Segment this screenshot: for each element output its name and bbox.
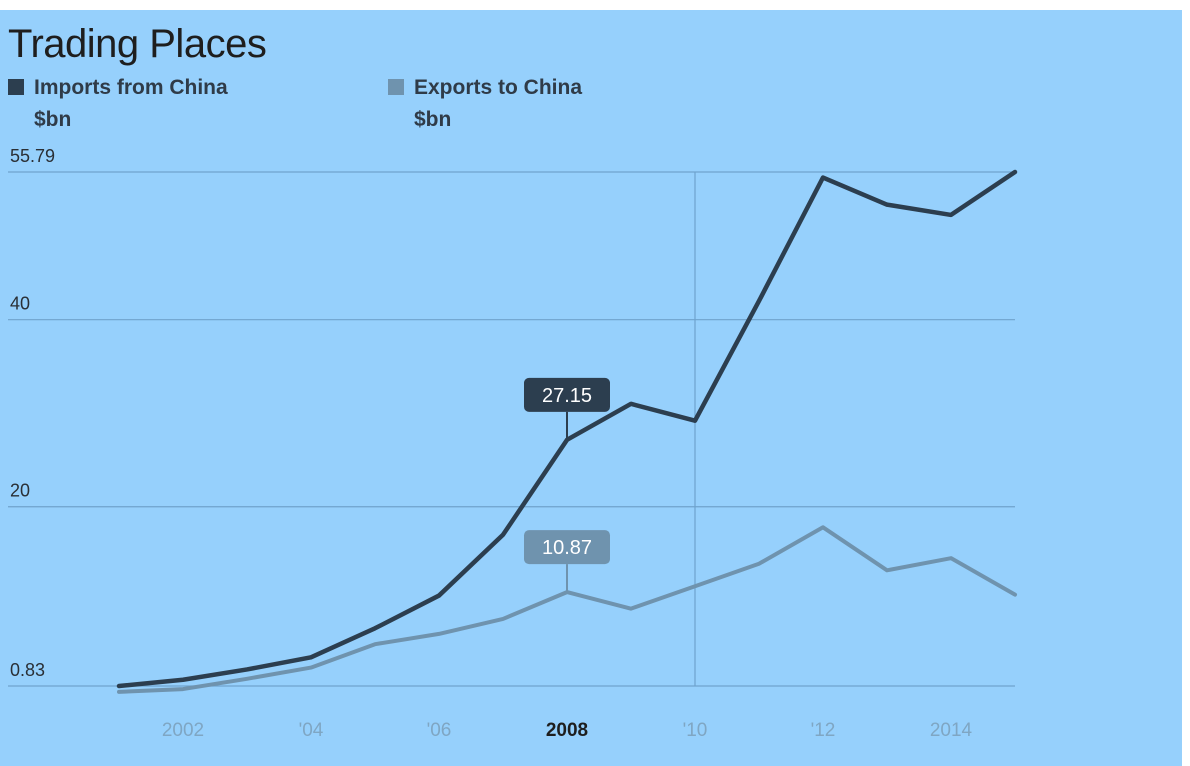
- legend-imports-unit: $bn: [34, 108, 72, 131]
- chart-title: Trading Places: [8, 22, 267, 66]
- chart-panel: Trading Places Imports from China $bn Ex…: [0, 10, 1182, 766]
- x-tick-label: '12: [811, 720, 836, 741]
- x-tick-label: 2002: [162, 720, 204, 741]
- legend-imports-label: Imports from China: [34, 76, 228, 99]
- exports-swatch-icon: [388, 79, 404, 95]
- legend-exports: Exports to China $bn: [388, 76, 582, 132]
- x-tick-label: 2008: [546, 720, 588, 741]
- y-tick-label: 55.79: [10, 146, 55, 166]
- x-tick-label: 2014: [930, 720, 973, 741]
- legend-imports: Imports from China $bn: [8, 76, 228, 132]
- x-tick-label: '06: [427, 720, 452, 741]
- exports-callout-value: 10.87: [542, 537, 592, 559]
- y-tick-label: 0.83: [10, 660, 45, 680]
- legend-exports-label: Exports to China: [414, 76, 583, 99]
- x-tick-label: '04: [299, 720, 324, 741]
- legend-exports-unit: $bn: [414, 108, 452, 131]
- imports-swatch-icon: [8, 79, 24, 95]
- x-tick-label: '10: [683, 720, 708, 741]
- y-tick-label: 20: [10, 481, 30, 501]
- exports-callout-box: [524, 530, 610, 565]
- y-tick-label: 40: [10, 294, 30, 314]
- line-chart: 55.79 40 20 0.83 2002 '04 '06 2008 '10 '12 2014 27.…: [8, 146, 1018, 741]
- imports-callout-value: 27.15: [542, 385, 592, 407]
- imports-callout-box: [524, 377, 610, 412]
